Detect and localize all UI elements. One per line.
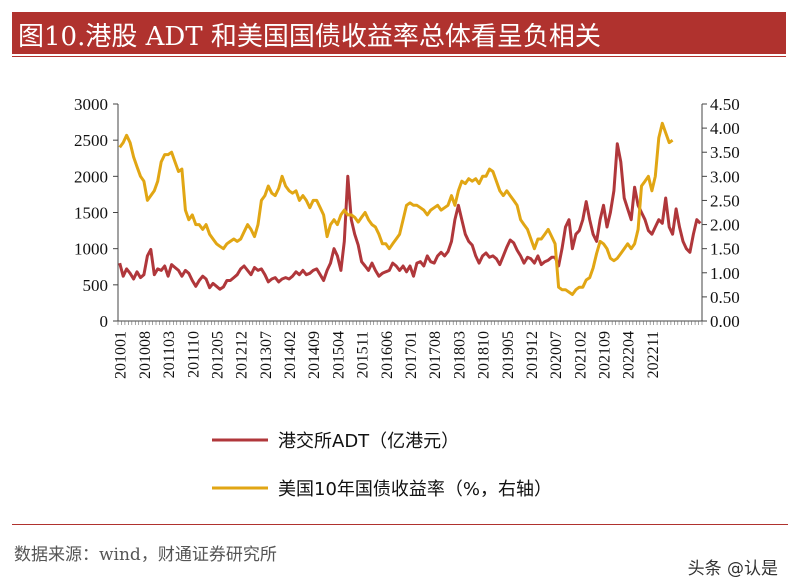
left-tick-label: 2500 [74, 131, 108, 150]
x-tick-label: 201912 [524, 331, 541, 379]
x-tick-label: 201409 [306, 331, 323, 379]
legend-yield-label: 美国10年国债收益率（%，右轴） [278, 479, 552, 500]
x-tick-label: 201402 [282, 331, 299, 379]
watermark: 头条 @认是 [687, 559, 778, 579]
x-tick-label: 201205 [209, 331, 226, 379]
source-note: 数据来源：wind，财通证券研究所 [14, 545, 277, 565]
x-tick-label: 202102 [572, 331, 589, 379]
x-tick-label: 201307 [258, 331, 275, 379]
x-tick-label: 202204 [621, 331, 638, 379]
right-tick-label: 4.00 [710, 119, 740, 138]
x-tick-label: 201803 [451, 331, 468, 379]
x-tick-label: 201701 [403, 331, 420, 379]
right-tick-label: 3.00 [710, 167, 740, 186]
x-tick-label: 201810 [476, 331, 493, 379]
title-bar: 图10.港股 ADT 和美国国债收益率总体看呈负相关 [12, 12, 786, 54]
x-tick-label: 201008 [137, 331, 154, 379]
x-tick-label: 201110 [185, 331, 202, 378]
right-tick-label: 1.50 [710, 240, 740, 259]
right-tick-label: 4.50 [710, 95, 740, 114]
legend-adt-label: 港交所ADT（亿港元） [278, 431, 459, 452]
left-tick-label: 1500 [74, 204, 108, 223]
yield-series-line [118, 121, 674, 296]
title-underline [12, 56, 786, 57]
adt-series-line [118, 142, 702, 291]
left-tick-label: 500 [83, 276, 109, 295]
x-tick-label: 201504 [330, 331, 347, 379]
x-tick-label: 201212 [234, 331, 251, 379]
x-tick-label: 201708 [427, 331, 444, 379]
chart-title: 图10.港股 ADT 和美国国债收益率总体看呈负相关 [18, 22, 601, 52]
x-tick-label: 201606 [379, 331, 396, 379]
right-tick-label: 0.50 [710, 288, 740, 307]
left-tick-label: 1000 [74, 240, 108, 259]
x-tick-label: 202211 [645, 331, 662, 378]
x-tick-label: 202007 [548, 331, 565, 379]
x-tick-label: 202109 [597, 331, 614, 379]
left-tick-label: 2000 [74, 167, 108, 186]
left-tick-label: 0 [100, 312, 109, 331]
x-tick-label: 201511 [355, 331, 372, 378]
left-tick-label: 3000 [74, 95, 108, 114]
right-tick-label: 1.00 [710, 264, 740, 283]
x-tick-label: 201001 [113, 331, 130, 379]
right-tick-label: 0.00 [710, 312, 740, 331]
source-divider [12, 524, 788, 525]
right-tick-label: 3.50 [710, 143, 740, 162]
right-tick-label: 2.00 [710, 216, 740, 235]
x-tick-label: 201103 [161, 331, 178, 378]
right-tick-label: 2.50 [710, 191, 740, 210]
x-tick-label: 201905 [500, 331, 517, 379]
